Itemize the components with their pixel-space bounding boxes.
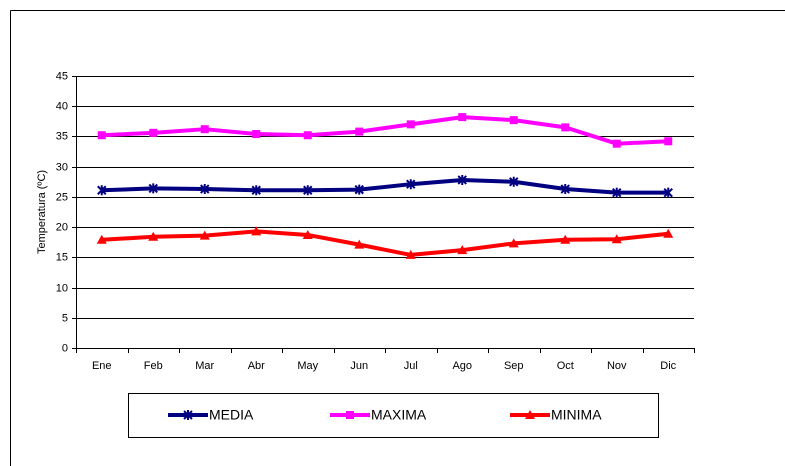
series-line	[101, 115, 669, 146]
marker	[663, 228, 674, 238]
marker	[302, 229, 313, 239]
series-line	[101, 177, 669, 195]
marker	[183, 410, 193, 420]
marker	[509, 116, 518, 125]
marker	[664, 137, 673, 146]
x-tick-label: Jul	[404, 360, 418, 372]
y-tick-label: 10	[56, 282, 68, 294]
marker	[457, 174, 467, 185]
y-tick-label: 30	[56, 161, 68, 173]
marker	[509, 176, 519, 187]
y-tick-label: 0	[62, 342, 68, 354]
marker	[346, 411, 354, 419]
marker	[458, 113, 467, 122]
x-tick-label: Ago	[452, 360, 472, 372]
x-tick-label: May	[297, 360, 318, 372]
marker	[561, 123, 570, 132]
marker	[612, 187, 622, 198]
marker	[199, 230, 210, 240]
marker	[148, 231, 159, 241]
legend	[128, 393, 659, 438]
marker	[663, 187, 673, 198]
marker	[97, 185, 107, 196]
marker	[303, 131, 312, 140]
marker	[97, 131, 106, 140]
marker	[355, 127, 364, 136]
marker	[457, 245, 468, 255]
x-tick-label: Ene	[92, 360, 112, 372]
marker	[303, 185, 313, 196]
y-tick-label: 45	[56, 70, 68, 82]
marker	[149, 128, 158, 137]
marker	[354, 184, 364, 195]
y-tick-label: 35	[56, 130, 68, 142]
y-tick-label: 40	[56, 100, 68, 112]
x-tick-label: Dic	[660, 360, 676, 372]
x-tick-label: Abr	[248, 360, 265, 372]
x-tick-label: Jun	[350, 360, 368, 372]
marker	[560, 184, 570, 195]
legend-label: MAXIMA	[371, 407, 427, 423]
x-tick-label: Feb	[144, 360, 163, 372]
marker	[508, 238, 519, 248]
y-tick-label: 20	[56, 221, 68, 233]
marker	[406, 120, 415, 129]
marker	[406, 179, 416, 190]
marker	[251, 226, 262, 236]
marker	[200, 184, 210, 195]
x-tick-label: Nov	[607, 360, 627, 372]
x-tick-label: Mar	[195, 360, 214, 372]
marker	[560, 234, 571, 244]
marker	[148, 183, 158, 194]
marker	[525, 410, 535, 419]
marker	[200, 125, 209, 134]
marker	[251, 185, 261, 196]
marker	[252, 130, 261, 139]
marker	[611, 234, 622, 244]
legend-label: MINIMA	[551, 407, 602, 423]
series-line	[101, 229, 669, 257]
x-tick-label: Sep	[504, 360, 524, 372]
y-tick-label: 25	[56, 191, 68, 203]
marker	[96, 234, 107, 244]
marker	[612, 139, 621, 148]
marker	[405, 249, 416, 259]
x-tick-label: Oct	[557, 360, 574, 372]
y-axis-label: Temperatura (ºC)	[36, 170, 48, 254]
y-tick-label: 15	[56, 251, 68, 263]
y-tick-label: 5	[62, 312, 68, 324]
legend-label: MEDIA	[209, 407, 254, 423]
marker	[354, 239, 365, 249]
